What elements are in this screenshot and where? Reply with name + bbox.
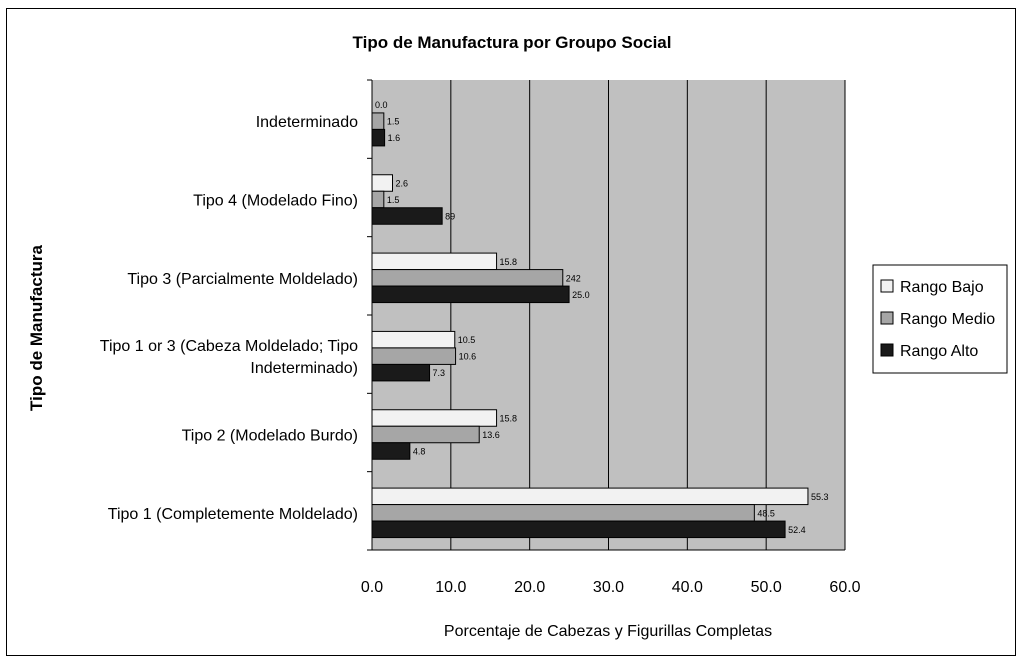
data-label: 4.8 [413,447,426,457]
category-label: Tipo 1 (Completemente Moldelado) [108,506,358,523]
legend-swatch [880,311,894,325]
category-label: Tipo 1 or 3 (Cabeza Moldelado; Tipo [100,338,358,355]
category-label: Indeterminado) [250,360,358,377]
bar [371,520,786,539]
data-label: 2.6 [395,179,408,189]
bar [371,112,385,130]
bar [371,330,456,349]
legend-box [872,264,1008,374]
data-label: 10.6 [459,352,477,362]
data-label: 48.5 [757,508,775,518]
data-label: 1.5 [387,117,400,127]
chart-title: Tipo de Manufactura por Groupo Social [353,33,672,52]
y-axis: Indeterminado Tipo 4 (Modelado Fino) Tipo … [100,79,373,551]
data-label: 0.0 [375,100,388,110]
bar [371,174,393,192]
bar [371,269,564,287]
data-label: 10.5 [458,335,476,345]
data-label: 13.6 [482,430,500,440]
x-tick-label: 20.0 [514,579,545,596]
data-labels: 0.0 1.5 1.6 2.6 1.5 89 15.8 242 25.0 10.5 10.6 7.3 1… [375,100,828,535]
legend-label: Rango Medio [900,311,995,328]
bar [371,207,443,225]
category-label: Tipo 3 (Parcialmente Moldelado) [127,271,358,288]
x-tick-label: 30.0 [593,579,624,596]
x-axis: 0.0 10.0 20.0 30.0 40.0 50.0 60.0 [361,549,861,596]
category-label: Tipo 2 (Modelado Burdo) [182,428,358,445]
data-label: 55.3 [811,492,829,502]
x-tick-label: 40.0 [672,579,703,596]
bar [371,128,386,147]
data-label: 52.4 [788,525,806,535]
bar [371,409,498,427]
legend-label: Rango Alto [900,343,978,360]
data-label: 15.8 [500,414,518,424]
bar [371,487,809,506]
legend-swatch [880,279,894,293]
bar [371,363,431,382]
legend: Rango Bajo Rango Medio Rango Alto [872,264,1008,374]
data-label: 15.8 [500,257,518,267]
bar [371,442,411,460]
data-label: 25.0 [572,290,590,300]
x-tick-label: 60.0 [829,579,860,596]
data-label: 1.5 [387,195,400,205]
data-label: 1.6 [388,133,401,143]
gridlines [450,80,846,550]
bars [371,112,809,539]
bar [371,190,385,209]
bar [371,252,498,271]
data-label: 242 [566,273,581,283]
category-label: Tipo 4 (Modelado Fino) [193,193,358,210]
data-label: 89 [445,212,455,222]
y-axis-title: Tipo de Manufactura [27,244,46,410]
x-tick-label: 0.0 [361,579,383,596]
legend-label: Rango Bajo [900,279,984,296]
category-label: Indeterminado [256,114,358,131]
bar [371,425,480,444]
x-axis-title: Porcentaje de Cabezas y Figurillas Compl… [444,623,772,640]
x-tick-label: 50.0 [751,579,782,596]
bar [371,347,457,365]
data-label: 7.3 [433,368,446,378]
x-tick-label: 10.0 [435,579,466,596]
bar [371,285,570,304]
legend-swatch [880,343,894,357]
bar [371,504,755,522]
